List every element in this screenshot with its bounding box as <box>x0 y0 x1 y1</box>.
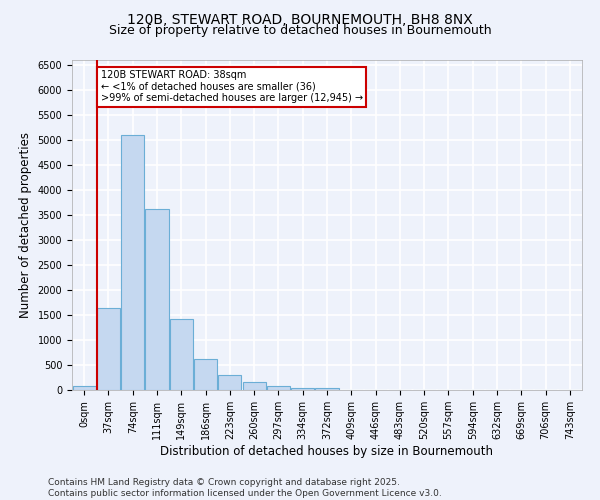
Bar <box>121 135 144 390</box>
Bar <box>291 388 314 390</box>
Bar <box>194 359 217 390</box>
Bar <box>170 319 193 390</box>
Bar <box>73 386 95 390</box>
Text: Size of property relative to detached houses in Bournemouth: Size of property relative to detached ho… <box>109 24 491 37</box>
Bar <box>316 388 338 390</box>
Bar <box>145 209 169 390</box>
Text: 120B STEWART ROAD: 38sqm
← <1% of detached houses are smaller (36)
>99% of semi-: 120B STEWART ROAD: 38sqm ← <1% of detach… <box>101 70 362 103</box>
Text: Contains HM Land Registry data © Crown copyright and database right 2025.
Contai: Contains HM Land Registry data © Crown c… <box>48 478 442 498</box>
Bar <box>97 308 120 390</box>
X-axis label: Distribution of detached houses by size in Bournemouth: Distribution of detached houses by size … <box>161 445 493 458</box>
Bar <box>242 382 266 390</box>
Bar <box>218 374 241 390</box>
Bar <box>267 386 290 390</box>
Text: 120B, STEWART ROAD, BOURNEMOUTH, BH8 8NX: 120B, STEWART ROAD, BOURNEMOUTH, BH8 8NX <box>127 12 473 26</box>
Y-axis label: Number of detached properties: Number of detached properties <box>19 132 32 318</box>
